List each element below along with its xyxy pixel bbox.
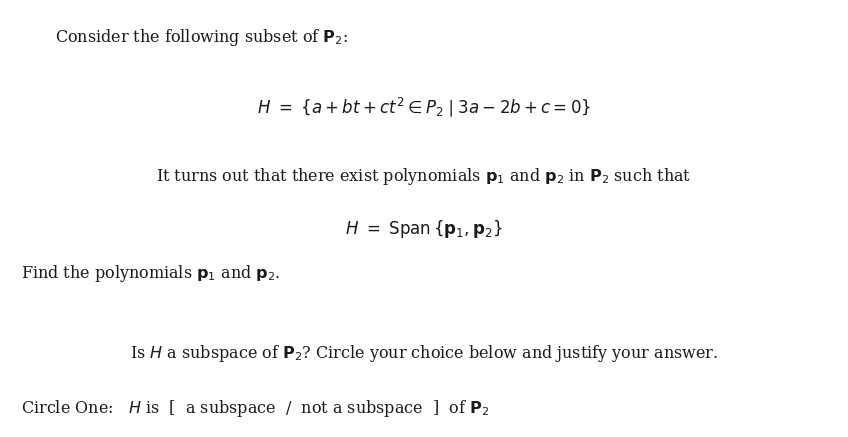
- Text: Consider the following subset of $\mathbf{P}_2$:: Consider the following subset of $\mathb…: [55, 27, 348, 48]
- Text: Find the polynomials $\mathbf{p}_1$ and $\mathbf{p}_2$.: Find the polynomials $\mathbf{p}_1$ and …: [21, 263, 281, 284]
- Text: It turns out that there exist polynomials $\mathbf{p}_1$ and $\mathbf{p}_2$ in $: It turns out that there exist polynomial…: [156, 166, 692, 187]
- Text: Circle One:   $H$ is  [  a subspace  /  not a subspace  ]  of $\mathbf{P}_2$: Circle One: $H$ is [ a subspace / not a …: [21, 398, 489, 419]
- Text: $H \ = \ \mathrm{Span}\,\{\mathbf{p}_1, \mathbf{p}_2\}$: $H \ = \ \mathrm{Span}\,\{\mathbf{p}_1, …: [345, 218, 503, 240]
- Text: $H \ = \ \{a + bt + ct^2 \in P_2 \mid 3a - 2b + c = 0\}$: $H \ = \ \{a + bt + ct^2 \in P_2 \mid 3a…: [257, 95, 591, 119]
- Text: Is $H$ a subspace of $\mathbf{P}_2$? Circle your choice below and justify your a: Is $H$ a subspace of $\mathbf{P}_2$? Cir…: [130, 343, 718, 364]
